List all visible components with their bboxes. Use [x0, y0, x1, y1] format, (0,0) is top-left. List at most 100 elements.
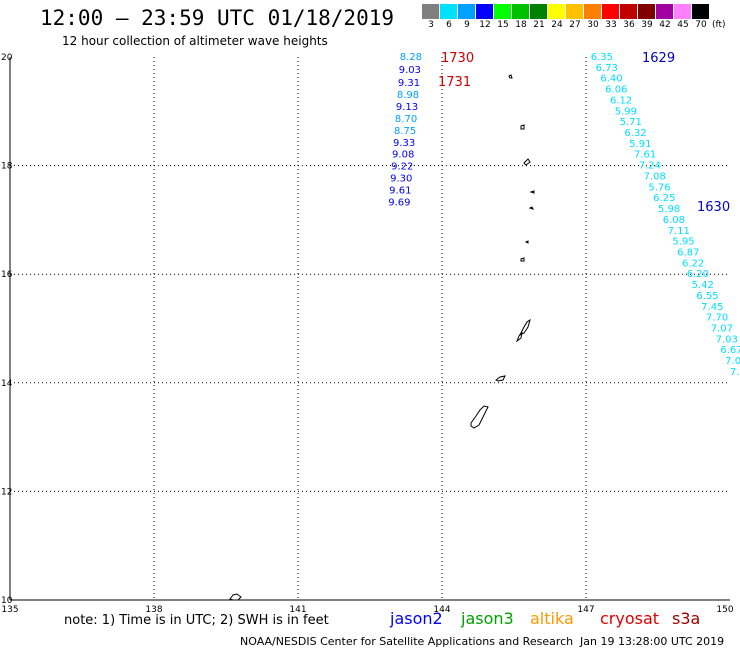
swh-value: 9.61	[389, 186, 411, 197]
scale-label: 3	[428, 20, 434, 30]
footer-credit: NOAA/NESDIS Center for Satellite Applica…	[240, 635, 574, 648]
lat-tick-label: 18	[1, 162, 13, 172]
scale-swatch	[512, 4, 530, 19]
swh-value: 6.35	[591, 52, 613, 63]
swh-value: 6.40	[600, 74, 622, 85]
swh-value: 6.08	[663, 215, 685, 226]
pass-id-label: 1731	[438, 75, 471, 90]
note-text: note: 1) Time is in UTC; 2) SWH is in fe…	[64, 613, 329, 628]
swh-value: 6.55	[696, 291, 718, 302]
scale-swatch	[458, 4, 476, 19]
scale-label: 70	[695, 20, 707, 30]
scale-label: 21	[533, 20, 545, 30]
page-title: 12:00 – 23:59 UTC 01/18/2019	[40, 6, 395, 30]
scale-step: 33	[602, 4, 620, 31]
swh-value: 5.91	[629, 139, 651, 150]
swh-value: 6.87	[677, 247, 699, 258]
scale-step: 12	[476, 4, 494, 31]
swh-value: 6.67	[720, 345, 740, 356]
swh-value: 5.76	[648, 182, 670, 193]
swh-value: 8.98	[397, 90, 419, 101]
legend-jason3: jason3	[461, 609, 514, 628]
scale-label: 18	[515, 20, 527, 30]
legend-jason2: jason2	[390, 609, 443, 628]
scale-step: 6	[440, 4, 458, 31]
swh-value: 5.99	[615, 106, 637, 117]
swh-value: 7.70	[706, 313, 728, 324]
scale-step: 70	[692, 4, 710, 31]
scale-swatch	[422, 4, 440, 19]
scale-label: 36	[623, 20, 635, 30]
scale-step: 21	[530, 4, 548, 31]
swh-value: 7.07	[711, 324, 733, 335]
lon-tick-label: 138	[145, 605, 162, 615]
scale-step: 15	[494, 4, 512, 31]
scale-step: 36	[620, 4, 638, 31]
swh-value: 9.31	[398, 78, 420, 89]
island-outline	[524, 240, 529, 244]
lon-tick-label: 144	[433, 605, 450, 615]
swh-value: 7.08	[644, 171, 666, 182]
scale-swatch	[494, 4, 512, 19]
scale-step: 42	[656, 4, 674, 31]
lat-tick-label: 14	[1, 379, 13, 389]
scale-unit: (ft)	[712, 20, 726, 30]
lon-tick-label: 150	[716, 605, 733, 615]
lon-tick-label: 141	[289, 605, 306, 615]
legend-cryosat: cryosat	[600, 609, 660, 628]
scale-step: 18	[512, 4, 530, 31]
lat-tick-label: 20	[1, 53, 13, 63]
scale-swatch	[692, 4, 710, 19]
swh-value: 9.03	[399, 65, 421, 76]
scale-swatch	[566, 4, 584, 19]
scale-swatch	[530, 4, 548, 19]
swh-value: 5.71	[620, 117, 642, 128]
scale-label: 9	[464, 20, 470, 30]
legend-s3a: s3a	[672, 609, 701, 628]
swh-value: 9.13	[396, 102, 418, 113]
swh-value: 9.30	[390, 174, 412, 185]
swh-value: 7.11	[668, 226, 690, 237]
swh-value: 7.09	[725, 356, 740, 367]
scale-label: 12	[479, 20, 491, 30]
island-outline	[495, 375, 506, 382]
scale-swatch	[440, 4, 458, 19]
pass-id-label: 1730	[441, 51, 474, 66]
pass-id-label: 1630	[697, 200, 730, 215]
swh-value: 5.95	[672, 237, 694, 248]
scale-swatch	[638, 4, 656, 19]
scale-label: 42	[659, 20, 671, 30]
lat-tick-label: 12	[1, 487, 12, 497]
swh-value: 8.28	[400, 52, 422, 63]
swh-value: 8.70	[395, 114, 417, 125]
scale-swatch	[584, 4, 602, 19]
island-outline	[523, 158, 531, 166]
swh-value: 7.24	[639, 161, 661, 172]
scale-step: 30	[584, 4, 602, 31]
lat-tick-label: 10	[1, 596, 13, 606]
color-scale: 3 6 9 12 15 18 21 24 27 30 33 36 39 42 45 70	[422, 4, 710, 31]
swh-value: 6.73	[596, 63, 618, 74]
island-outline	[229, 593, 242, 601]
swh-value: 8.75	[394, 126, 416, 137]
lon-tick-label: 135	[1, 605, 18, 615]
footer-timestamp: Jan 19 13:28:00 UTC 2019	[580, 635, 725, 648]
scale-swatch	[674, 4, 692, 19]
swh-value: 9.08	[392, 150, 414, 161]
swh-value: 7.03	[716, 334, 738, 345]
page-subtitle: 12 hour collection of altimeter wave hei…	[62, 34, 328, 48]
island-outline	[508, 74, 513, 79]
scale-label: 45	[677, 20, 689, 30]
lon-tick-label: 147	[577, 605, 594, 615]
swh-value: 7.81	[730, 367, 740, 378]
scale-swatch	[548, 4, 566, 19]
swh-value: 9.22	[391, 162, 413, 173]
swh-value: 5.42	[692, 280, 714, 291]
swh-value: 6.20	[687, 269, 709, 280]
scale-label: 39	[641, 20, 653, 30]
scale-swatch	[656, 4, 674, 19]
scale-step: 3	[422, 4, 440, 31]
scale-step: 45	[674, 4, 692, 31]
scale-swatch	[602, 4, 620, 19]
